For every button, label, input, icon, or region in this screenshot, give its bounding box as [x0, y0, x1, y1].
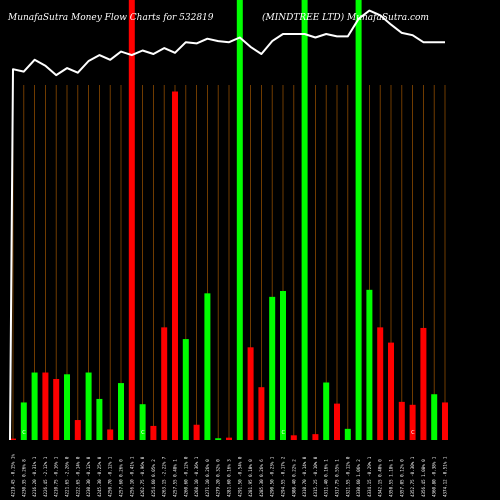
x-tick-label: 4281.95 0.10% 0 — [248, 459, 253, 497]
money-flow-bar — [74, 420, 81, 440]
x-tick-label: 4250.70 -0.12% 1 — [108, 456, 113, 497]
x-tick-label: 4222.65 -0.14% 0 — [75, 456, 80, 497]
money-flow-bar — [215, 438, 222, 440]
circle-marker: C — [411, 430, 415, 436]
money-flow-bar — [334, 403, 340, 440]
x-tick-label: 4262.75 -0.96% 0 — [140, 456, 145, 497]
money-flow-bar — [118, 383, 124, 440]
x-tick-label: 4281.60 0.16% 3 — [227, 459, 232, 497]
money-flow-bar — [431, 394, 438, 440]
money-flow-bar — [10, 438, 16, 440]
x-tick-label: 4257.60 0.26% 0 — [119, 459, 124, 497]
money-flow-bar — [96, 398, 103, 440]
line-layer — [9, 9, 445, 441]
x-tick-label: 4321.55 -0.12% 0 — [345, 456, 350, 497]
money-flow-bar — [258, 387, 265, 440]
x-tick-label: 4260.60 -0.12% 0 — [183, 456, 188, 497]
x-tick-label: 4310.70 -0.14% 0 — [302, 456, 307, 497]
x-tick-label: 4290.50 -0.23% 1 — [270, 456, 275, 497]
x-tick-label: 4334.15 -0.29% 1 — [367, 456, 372, 497]
money-flow-bar — [193, 424, 200, 440]
x-tick-label: 4374.12 -0.51% 1 — [443, 456, 448, 497]
circle-marker: C — [22, 430, 26, 436]
money-flow-bar — [204, 293, 211, 440]
x-tick-label: 4294.55 -0.17% 2 — [281, 456, 286, 497]
chart-title-left: MunafaSutra Money Flow Charts for 532819 — [7, 13, 214, 23]
money-flow-bar — [172, 91, 178, 441]
x-tick-label: 4357.05 0.12% 0 — [399, 459, 404, 497]
money-flow-bar — [442, 402, 448, 440]
money-flow-bar — [269, 296, 276, 440]
x-tick-label: 4263.15 -2.22% 7 — [162, 456, 167, 497]
money-flow-bar — [355, 0, 362, 441]
money-flow-bar — [323, 382, 330, 440]
money-flow-bar — [377, 327, 384, 440]
money-flow-bar — [42, 372, 49, 440]
x-tick-label: 4216.20 -0.31% 1 — [32, 456, 37, 497]
x-tick-label: 4311.40 0.16% 1 — [324, 459, 329, 497]
chart-title-right: (MINDTREE LTD) MunafaSutra.com — [262, 12, 429, 23]
money-flow-bar — [290, 435, 297, 440]
money-flow-bar — [128, 0, 135, 441]
x-tick-label: 4315.25 -0.10% 0 — [313, 456, 318, 497]
money-flow-bar — [53, 378, 60, 440]
x-tick-label: 4317.75 0.55% 1 — [335, 459, 340, 497]
circle-marker: C — [141, 430, 145, 436]
x-tick-label: 4219.45 -0.15% 1% — [11, 454, 16, 497]
x-tick-label: 4342.15 0.40% 0 — [378, 459, 383, 497]
money-flow-bar — [182, 339, 189, 440]
x-tick-label: 4271.10 0.26% 0 — [205, 459, 210, 497]
bar-layer — [10, 0, 448, 441]
money-flow-bar — [280, 290, 286, 440]
money-flow-bar — [301, 0, 308, 441]
x-tick-label: 4257.55 0.48% 1 — [173, 459, 178, 497]
money-flow-bar — [409, 404, 416, 440]
x-tick-label: 4268.10 -0.36% 1 — [194, 456, 199, 497]
x-tick-label: 4221.65 -2.26% 0 — [65, 456, 70, 497]
x-tick-label: 4230.30 -0.12% 0 — [86, 456, 91, 497]
x-tick-label: 4279.20 0.32% 0 — [216, 459, 221, 497]
money-flow-bar — [236, 0, 243, 441]
money-flow-bar — [312, 434, 319, 440]
x-tick-label: 4352.75 -0.30% 1 — [410, 456, 415, 497]
money-flow-bar — [107, 429, 114, 440]
money-flow-bar — [388, 342, 394, 440]
money-flow-bar — [150, 425, 157, 440]
money-flow-bar — [247, 347, 254, 440]
x-tick-label: 4285.30 0.26% 6 — [259, 459, 264, 497]
x-tick-label: 4230.35 0.26% 8 — [21, 459, 26, 497]
x-tick-label: 4245.30 -0.25% 0 — [97, 456, 102, 497]
x-tick-label: 4360.80 -0.38% 1 — [432, 456, 437, 497]
x-tick-label: 4256.10 -0.41% 1 — [129, 456, 134, 497]
money-flow-bar — [161, 327, 168, 440]
price-line — [9, 9, 445, 441]
x-tick-label: 4226.45 -2.12% 1 — [43, 456, 48, 497]
x-tick-label: 4350.55 1.18% 1 — [389, 459, 394, 497]
x-tick-label: 4356.45 1.08% 0 — [421, 459, 426, 497]
money-flow-bar — [398, 401, 405, 440]
money-flow-bar — [20, 402, 27, 440]
money-flow-bar — [64, 374, 70, 440]
money-flow-bar — [226, 437, 232, 440]
circle-marker: C — [282, 430, 286, 436]
money-flow-bar — [344, 428, 351, 440]
x-tick-label: 4291.50 -0.54% 0 — [237, 456, 242, 497]
money-flow-bar — [366, 289, 373, 440]
money-flow-bar — [85, 372, 92, 440]
x-tick-label: 4330.60 1.06% 2 — [356, 459, 361, 497]
money-flow-bar — [31, 372, 38, 440]
money-flow-bar — [420, 327, 427, 440]
tick-layer: 4219.45 -0.15% 1% 4230.35 0.26% 8 4216.20 … — [11, 454, 448, 497]
money-flow-bar — [139, 404, 146, 440]
x-tick-label: 4308.40 0.22% 2 — [291, 459, 296, 497]
x-tick-label: 4210.75 -0.16% 1 — [54, 456, 59, 497]
x-tick-label: 4254.60 0.05% 2 — [151, 459, 156, 497]
